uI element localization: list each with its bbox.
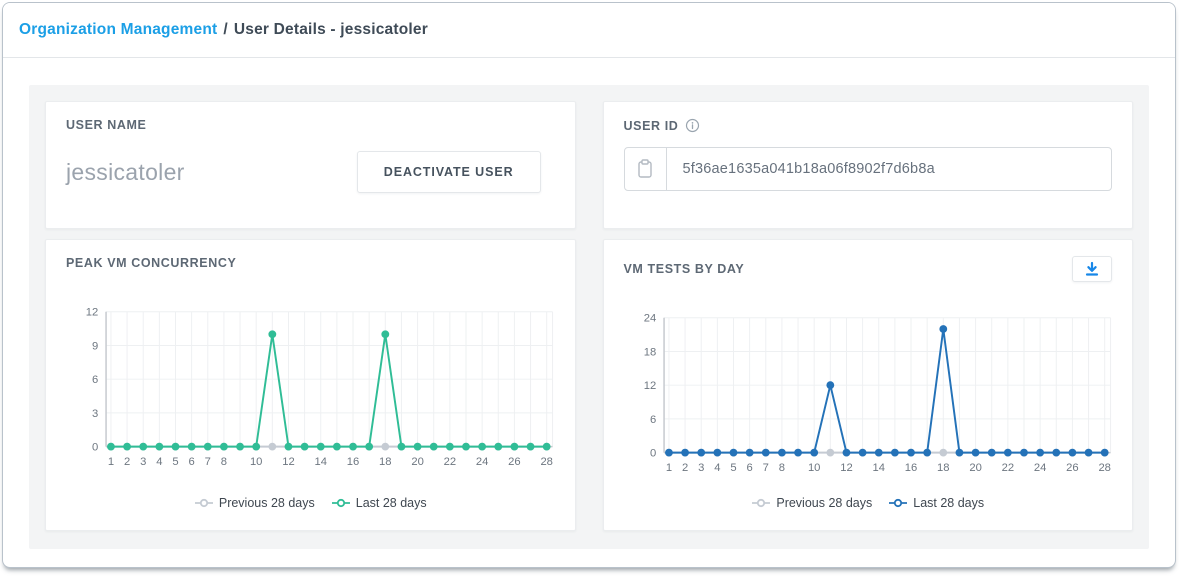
content-panel: USER NAME jessicatoler DEACTIVATE USER U… (29, 85, 1149, 549)
breadcrumb-current: User Details - jessicatoler (233, 21, 428, 38)
svg-text:24: 24 (476, 456, 488, 468)
svg-text:3: 3 (698, 462, 704, 474)
svg-text:10: 10 (250, 456, 262, 468)
user-name-value: jessicatoler (66, 158, 185, 185)
svg-text:1: 1 (108, 456, 114, 468)
vm-tests-by-day-chart: 0 6 12 18 24 1 2 3 4 5 6 7 8 10 12 14 16 18 20 22 24 26 28 (624, 294, 1113, 492)
svg-text:6: 6 (649, 414, 655, 426)
breadcrumb-separator: / (223, 21, 228, 38)
legend-label: Previous 28 days (218, 496, 315, 510)
svg-text:28: 28 (1098, 462, 1110, 474)
svg-text:0: 0 (649, 448, 655, 460)
svg-text:26: 26 (1066, 462, 1078, 474)
peak-vm-concurrency-chart: 0 3 6 9 12 1 2 3 4 5 6 7 8 10 12 14 16 18 20 22 24 26 28 (66, 282, 555, 492)
svg-text:2: 2 (681, 462, 687, 474)
svg-text:2: 2 (124, 456, 130, 468)
svg-text:14: 14 (315, 456, 327, 468)
copy-to-clipboard-button[interactable] (625, 148, 667, 190)
svg-text:7: 7 (205, 456, 211, 468)
svg-text:12: 12 (86, 307, 98, 319)
svg-text:12: 12 (643, 380, 655, 392)
svg-text:7: 7 (762, 462, 768, 474)
download-chart-button[interactable] (1072, 256, 1112, 282)
svg-text:12: 12 (282, 456, 294, 468)
svg-text:18: 18 (379, 456, 391, 468)
breadcrumb-bar: Organization Management / User Details - j… (3, 3, 1175, 57)
svg-text:26: 26 (508, 456, 520, 468)
svg-text:3: 3 (140, 456, 146, 468)
vm-tests-by-day-legend: Previous 28 days Last 28 days (624, 492, 1113, 514)
svg-text:6: 6 (189, 456, 195, 468)
app-window: Organization Management / User Details - j… (2, 2, 1176, 568)
svg-text:22: 22 (444, 456, 456, 468)
svg-text:20: 20 (411, 456, 423, 468)
user-id-card: USER ID 5f36ae1635a041b18a06f8902 (602, 101, 1133, 229)
svg-text:0: 0 (92, 442, 98, 454)
svg-text:3: 3 (92, 408, 98, 420)
svg-text:24: 24 (1033, 462, 1045, 474)
svg-text:10: 10 (807, 462, 819, 474)
svg-text:24: 24 (643, 313, 655, 325)
legend-label: Previous 28 days (776, 496, 873, 510)
svg-text:12: 12 (840, 462, 852, 474)
svg-text:18: 18 (643, 346, 655, 358)
vm-tests-by-day-card: VM TESTS BY DAY 0 6 12 18 24 1 2 3 4 5 6 7 8 10 12 14 16… (602, 239, 1133, 531)
user-name-card: USER NAME jessicatoler DEACTIVATE USER (45, 101, 576, 229)
svg-text:5: 5 (730, 462, 736, 474)
svg-text:22: 22 (1001, 462, 1013, 474)
legend-item: Last 28 days (888, 496, 984, 510)
peak-vm-concurrency-card: PEAK VM CONCURRENCY 0 3 6 9 12 1 2 3 4 5 6 7 8 10 12 14… (45, 239, 576, 531)
peak-vm-concurrency-legend: Previous 28 days Last 28 days (66, 492, 555, 514)
svg-text:14: 14 (872, 462, 884, 474)
legend-marker-icon (752, 498, 771, 508)
svg-text:5: 5 (172, 456, 178, 468)
breadcrumb: Organization Management / User Details - j… (19, 21, 428, 39)
legend-label: Last 28 days (913, 496, 985, 510)
legend-marker-icon (331, 498, 350, 508)
svg-text:6: 6 (92, 374, 98, 386)
svg-text:16: 16 (904, 462, 916, 474)
svg-text:20: 20 (969, 462, 981, 474)
legend-item: Previous 28 days (194, 496, 315, 510)
download-icon (1085, 261, 1099, 276)
deactivate-user-button[interactable]: DEACTIVATE USER (356, 151, 541, 193)
svg-text:4: 4 (156, 456, 162, 468)
svg-text:28: 28 (540, 456, 552, 468)
svg-text:4: 4 (714, 462, 720, 474)
vm-tests-by-day-title: VM TESTS BY DAY (623, 262, 745, 276)
breadcrumb-link-organization-management[interactable]: Organization Management (19, 21, 218, 38)
user-id-field[interactable]: 5f36ae1635a041b18a06f8902f7d6b8a (623, 147, 1112, 191)
svg-text:8: 8 (221, 456, 227, 468)
svg-text:9: 9 (92, 340, 98, 352)
svg-text:16: 16 (347, 456, 359, 468)
user-id-value: 5f36ae1635a041b18a06f8902f7d6b8a (682, 161, 935, 177)
legend-marker-icon (889, 498, 908, 508)
user-name-title: USER NAME (66, 118, 147, 132)
svg-text:8: 8 (778, 462, 784, 474)
clipboard-icon (638, 159, 652, 178)
user-id-title: USER ID (623, 118, 679, 133)
legend-marker-icon (194, 498, 213, 508)
svg-text:1: 1 (665, 462, 671, 474)
legend-item: Last 28 days (331, 496, 427, 510)
legend-label: Last 28 days (355, 496, 427, 510)
header-divider (3, 57, 1175, 58)
svg-text:18: 18 (937, 462, 949, 474)
info-icon[interactable] (685, 118, 700, 133)
legend-item: Previous 28 days (751, 496, 872, 510)
svg-text:6: 6 (746, 462, 752, 474)
peak-vm-concurrency-title: PEAK VM CONCURRENCY (66, 256, 237, 270)
